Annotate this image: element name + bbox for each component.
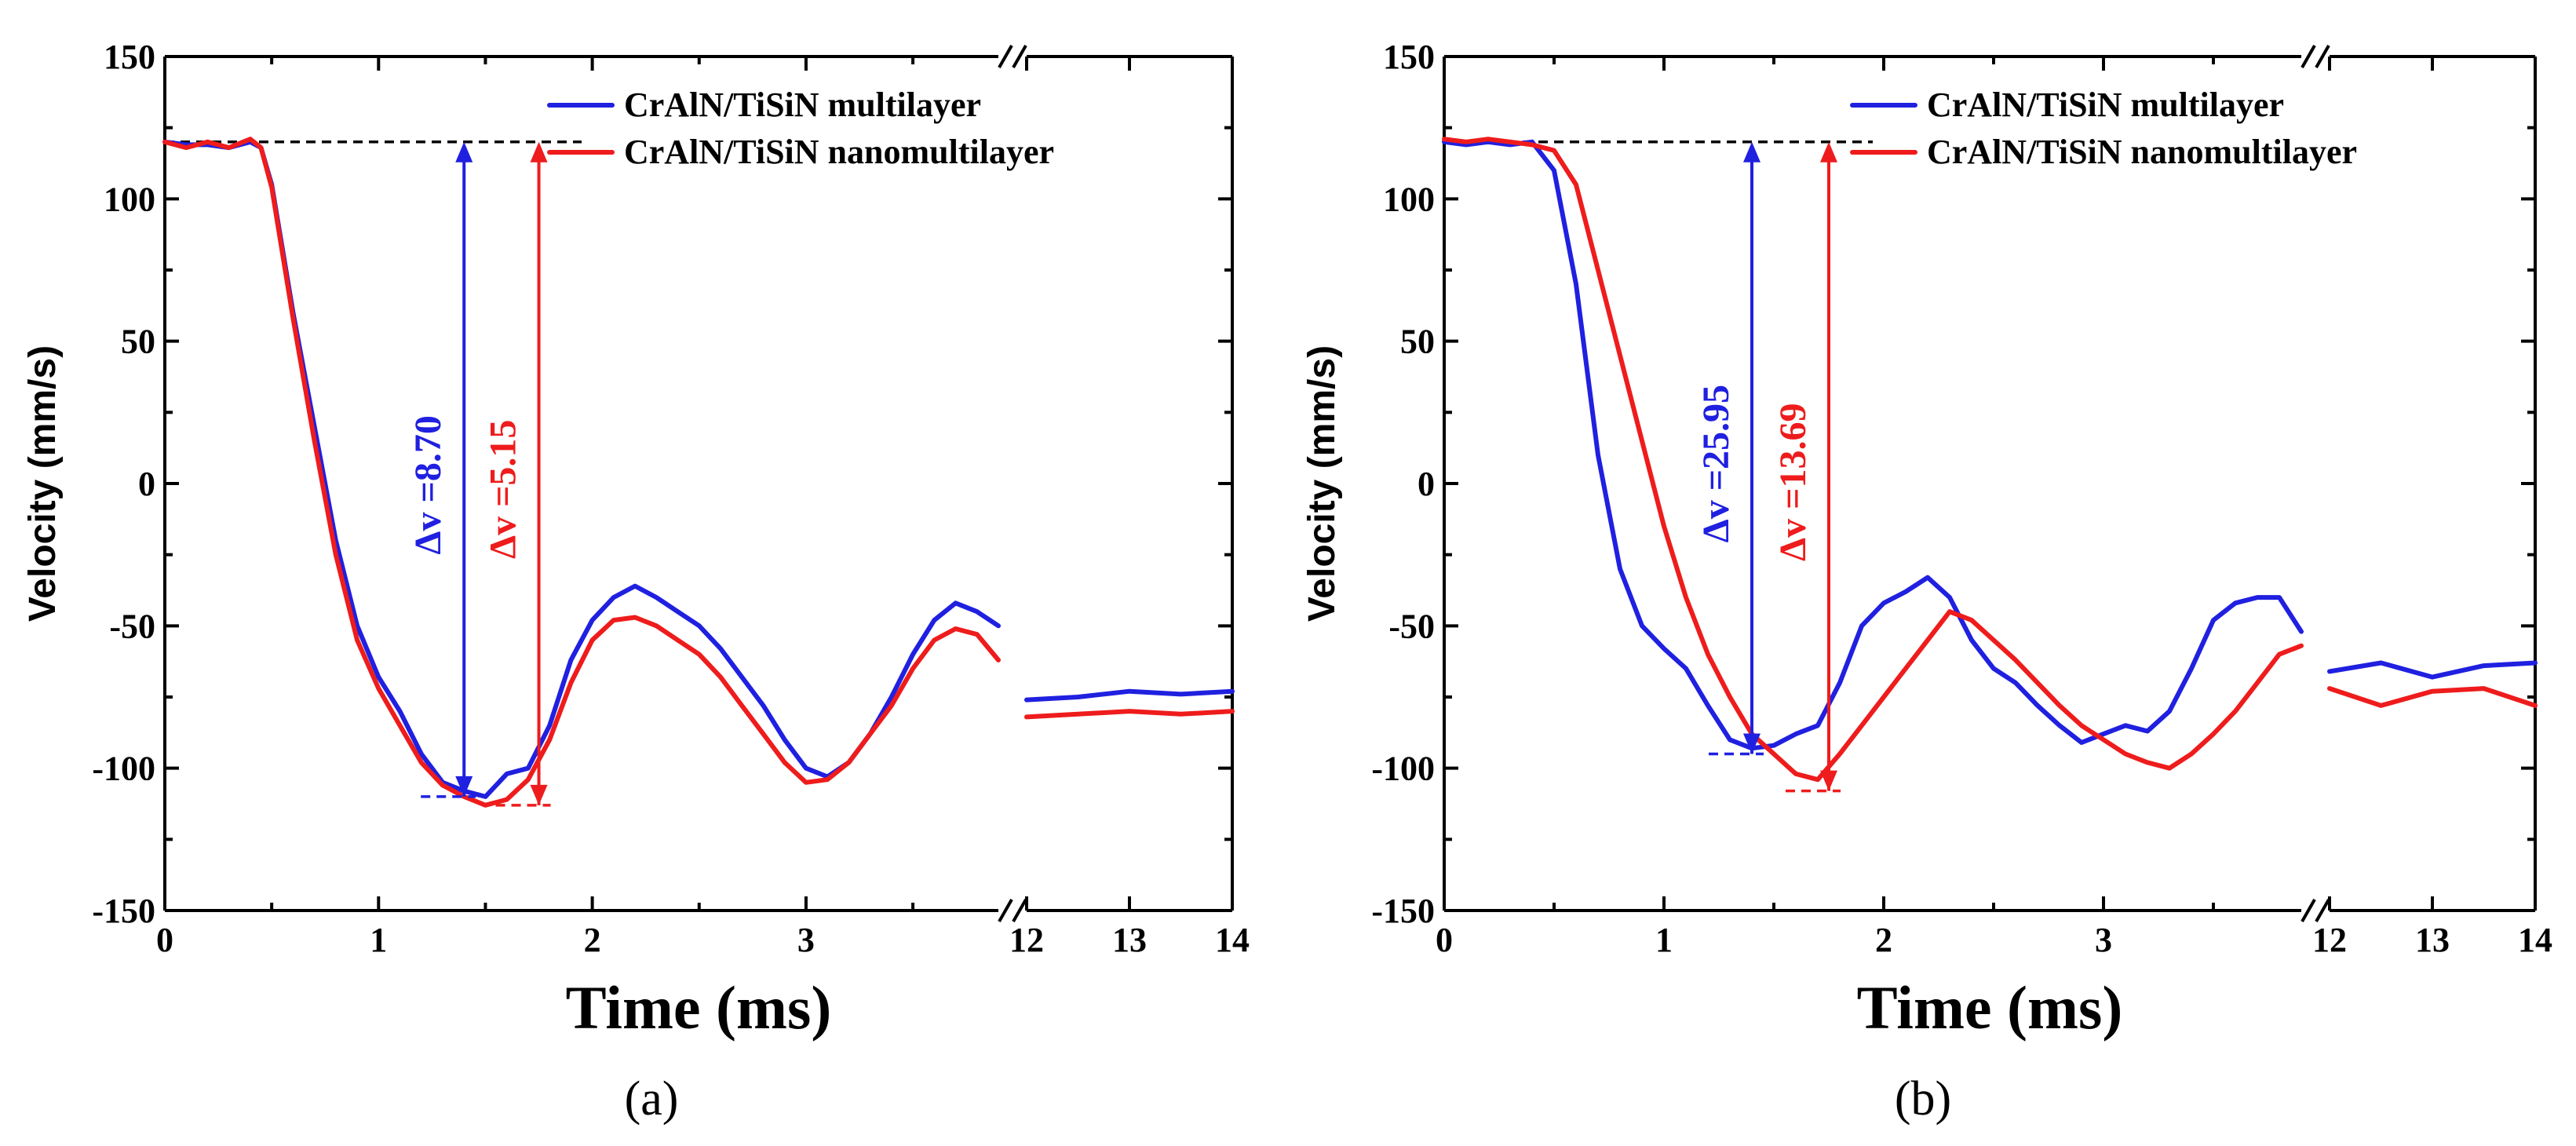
y-tick-label: 100: [1383, 180, 1435, 218]
x-tick-label: 13: [1112, 921, 1147, 959]
delta-arrow-tail: [530, 784, 548, 805]
y-tick-label: 0: [138, 465, 155, 503]
series-line-nanomultilayer: [1442, 137, 2304, 783]
y-tick-label: -150: [1371, 892, 1435, 930]
series-line-nanomultilayer: [162, 137, 1001, 808]
delta-arrow-tail: [455, 776, 473, 797]
panel-label-a: (a): [625, 1072, 679, 1126]
axis-break-mark: [1012, 899, 1027, 922]
delta-arrow-tail: [1820, 770, 1837, 791]
legend-label: CrAlN/TiSiN nanomultilayer: [624, 133, 1054, 171]
legend-label: CrAlN/TiSiN multilayer: [1927, 86, 2284, 124]
x-tick-label: 3: [797, 921, 815, 959]
series-line-right-nanomultilayer: [2327, 686, 2538, 708]
axis-break-mark: [998, 899, 1013, 922]
legend-label: CrAlN/TiSiN multilayer: [624, 86, 981, 124]
axis-break-mark: [2301, 899, 2316, 922]
y-tick-label: 150: [1383, 38, 1435, 76]
y-tick-label: 50: [121, 323, 155, 361]
x-axis-label: Time (ms): [1857, 973, 2123, 1042]
axis-break-mark: [2301, 45, 2316, 68]
y-tick-label: 150: [104, 38, 155, 76]
y-tick-label: 100: [104, 180, 155, 218]
series-line-right-multilayer: [2327, 660, 2538, 680]
y-axis-label: Velocity (mm/s): [1301, 345, 1343, 622]
delta-v-label: Δv =8.70: [407, 415, 449, 554]
delta-arrow-head: [455, 141, 473, 162]
x-tick-label: 0: [156, 921, 173, 959]
y-tick-label: -150: [92, 892, 155, 930]
y-tick-label: 50: [1400, 323, 1435, 361]
x-tick-label: 12: [1009, 921, 1044, 959]
delta-arrow-head: [1743, 141, 1761, 162]
axis-break-mark: [2315, 899, 2330, 922]
axis-break-mark: [2315, 45, 2330, 68]
series-line-multilayer: [162, 139, 1001, 799]
series-line-right-multilayer: [1024, 688, 1235, 703]
delta-v-label: Δv =25.95: [1695, 385, 1737, 542]
series-line-multilayer: [1442, 139, 2304, 751]
panel-label-b: (b): [1895, 1072, 1951, 1126]
x-tick-label: 12: [2312, 921, 2347, 959]
x-tick-label: 13: [2415, 921, 2450, 959]
delta-arrow-head: [1820, 141, 1837, 162]
delta-v-label: Δv =5.15: [483, 420, 524, 559]
y-tick-label: -100: [1371, 750, 1435, 788]
x-tick-label: 2: [1875, 921, 1892, 959]
delta-arrow-head: [530, 141, 548, 162]
x-tick-label: 14: [1215, 921, 1250, 959]
delta-arrow-tail: [1743, 733, 1761, 754]
y-tick-label: -50: [109, 607, 155, 645]
y-tick-label: -100: [92, 750, 155, 788]
axis-break-mark: [998, 45, 1013, 68]
y-axis-label: Velocity (mm/s): [22, 345, 64, 622]
delta-v-label: Δv =13.69: [1772, 403, 1814, 561]
y-tick-label: 0: [1418, 465, 1435, 503]
legend-label: CrAlN/TiSiN nanomultilayer: [1927, 133, 2357, 171]
y-tick-label: -50: [1388, 607, 1435, 645]
x-tick-label: 0: [1436, 921, 1453, 959]
x-tick-label: 1: [1655, 921, 1673, 959]
x-tick-label: 14: [2518, 921, 2552, 959]
x-tick-label: 1: [370, 921, 387, 959]
axis-break-mark: [1012, 45, 1027, 68]
x-axis-label: Time (ms): [566, 973, 832, 1042]
series-line-right-nanomultilayer: [1024, 709, 1235, 720]
x-tick-label: 3: [2095, 921, 2112, 959]
x-tick-label: 2: [584, 921, 601, 959]
